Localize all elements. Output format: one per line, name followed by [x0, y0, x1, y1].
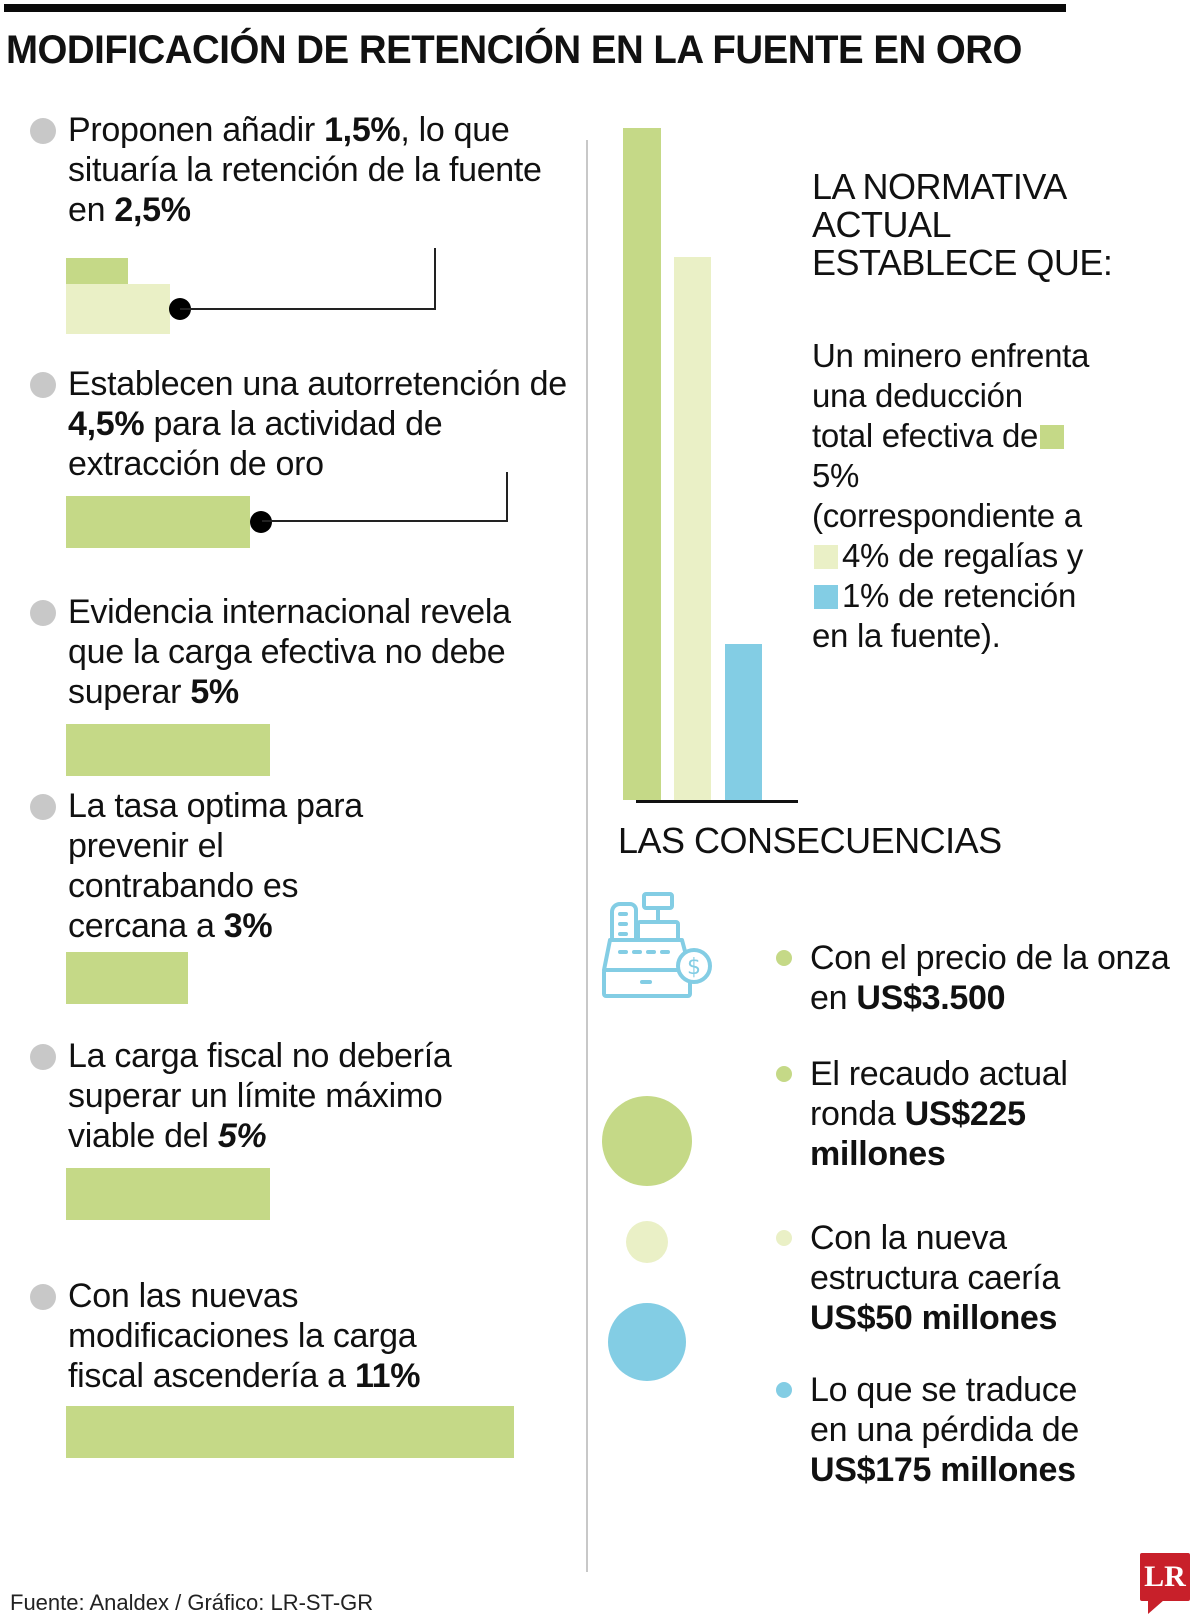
- connector-dot: [250, 511, 272, 533]
- bullet-icon: [30, 794, 56, 820]
- list-item: Proponen añadir 1,5%, lo que situaría la…: [30, 110, 570, 230]
- column-divider: [586, 140, 588, 1572]
- normativa-heading: LA NORMATIVA ACTUAL ESTABLECE QUE:: [812, 166, 1113, 283]
- source-credit: Fuente: Analdex / Gráfico: LR-ST-GR: [10, 1590, 374, 1615]
- bar-total-2-5: [66, 284, 170, 334]
- bar-5: [66, 724, 270, 776]
- bar-5-limit: [66, 1168, 270, 1220]
- legend-swatch-pale: [814, 545, 838, 569]
- consequence-item: El recaudo actual ronda US$225 millones: [776, 1054, 1196, 1174]
- bar-total-5: [623, 128, 661, 800]
- bar-retencion-1: [725, 644, 762, 800]
- chart-baseline: [636, 800, 798, 803]
- list-item: Evidencia internacional revela que la ca…: [30, 592, 570, 712]
- consequence-item: Lo que se traduce en una pérdida de US$1…: [776, 1370, 1196, 1490]
- bullet-icon: [776, 1382, 792, 1398]
- list-item: La tasa optima para prevenir el contraba…: [30, 786, 370, 946]
- bubble-recaudo-actual: [602, 1096, 692, 1186]
- connector-line: [506, 472, 508, 522]
- connector-line: [434, 248, 436, 310]
- bullet-icon: [30, 372, 56, 398]
- consecuencias-heading: LAS CONSECUENCIAS: [618, 820, 1002, 861]
- connector-line: [262, 520, 508, 522]
- bubble-nueva-estructura: [626, 1221, 668, 1263]
- bullet-icon: [30, 118, 56, 144]
- list-item: Establecen una autorretención de 4,5% pa…: [30, 364, 570, 484]
- bar-3: [66, 952, 188, 1004]
- list-item: La carga fiscal no debería superar un lí…: [30, 1036, 500, 1156]
- lr-logo: LR: [1140, 1553, 1190, 1601]
- bullet-icon: [776, 1230, 792, 1246]
- bullet-icon: [30, 600, 56, 626]
- page-title: MODIFICACIÓN DE RETENCIÓN EN LA FUENTE E…: [6, 28, 1022, 72]
- cash-register-icon: $: [602, 892, 712, 998]
- bullet-icon: [30, 1044, 56, 1070]
- list-item: Con las nuevas modificaciones la carga f…: [30, 1276, 470, 1396]
- bullet-icon: [776, 1066, 792, 1082]
- connector-line: [180, 308, 436, 310]
- bar-4-5: [66, 496, 250, 548]
- consequence-item: Con la nueva estructura caería US$50 mil…: [776, 1218, 1196, 1338]
- lr-logo-tail: [1148, 1600, 1164, 1614]
- svg-text:$: $: [687, 955, 701, 980]
- legend-swatch-green: [1040, 425, 1065, 449]
- bubble-perdida: [608, 1303, 686, 1381]
- bullet-icon: [30, 1284, 56, 1310]
- bullet-icon: [776, 950, 792, 966]
- legend-swatch-blue: [814, 585, 838, 609]
- top-rule: [4, 4, 1066, 12]
- bar-added-1-5: [66, 258, 128, 284]
- consequence-item: Con el precio de la onza en US$3.500: [776, 938, 1196, 1018]
- bar-11: [66, 1406, 514, 1458]
- normativa-text: Un minero enfrenta una deducción total e…: [812, 337, 1090, 654]
- bar-regalias-4: [674, 257, 711, 800]
